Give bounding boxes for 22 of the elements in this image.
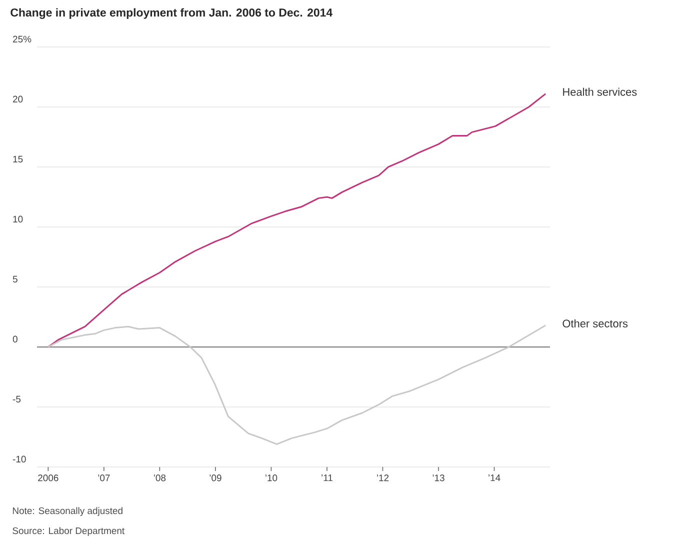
text: Note: Seasonally adjusted xyxy=(12,507,122,516)
x-tick-label: ’09 xyxy=(210,474,222,482)
y-tick-label: -5 xyxy=(12,396,21,402)
series-label: Other sectors xyxy=(562,319,628,328)
y-tick-label: 15 xyxy=(13,156,23,162)
y-tick-label: 25% xyxy=(13,36,32,42)
x-tick-label: ’10 xyxy=(265,474,278,482)
x-tick-label: ’11 xyxy=(322,474,332,482)
chart-title: Change in private employment from Jan. 2006 to Dec. 2014 xyxy=(10,8,333,19)
x-tick-label: 2006 xyxy=(38,474,58,482)
source-note: Source: Labor Department xyxy=(12,527,125,536)
series-label: Health services xyxy=(563,88,637,96)
x-tick-label: ’07 xyxy=(98,474,110,482)
y-tick-label: 0 xyxy=(12,336,18,342)
y-tick-label: 20 xyxy=(13,96,23,102)
y-tick-label: 5 xyxy=(12,276,18,282)
x-tick-label: ’12 xyxy=(377,474,389,482)
x-tick-label: ’13 xyxy=(432,474,444,482)
x-tick-label: ’14 xyxy=(488,474,500,482)
y-tick-label: -10 xyxy=(12,456,26,462)
y-tick-label: 10 xyxy=(13,216,23,222)
x-tick-label: ’08 xyxy=(154,474,166,482)
